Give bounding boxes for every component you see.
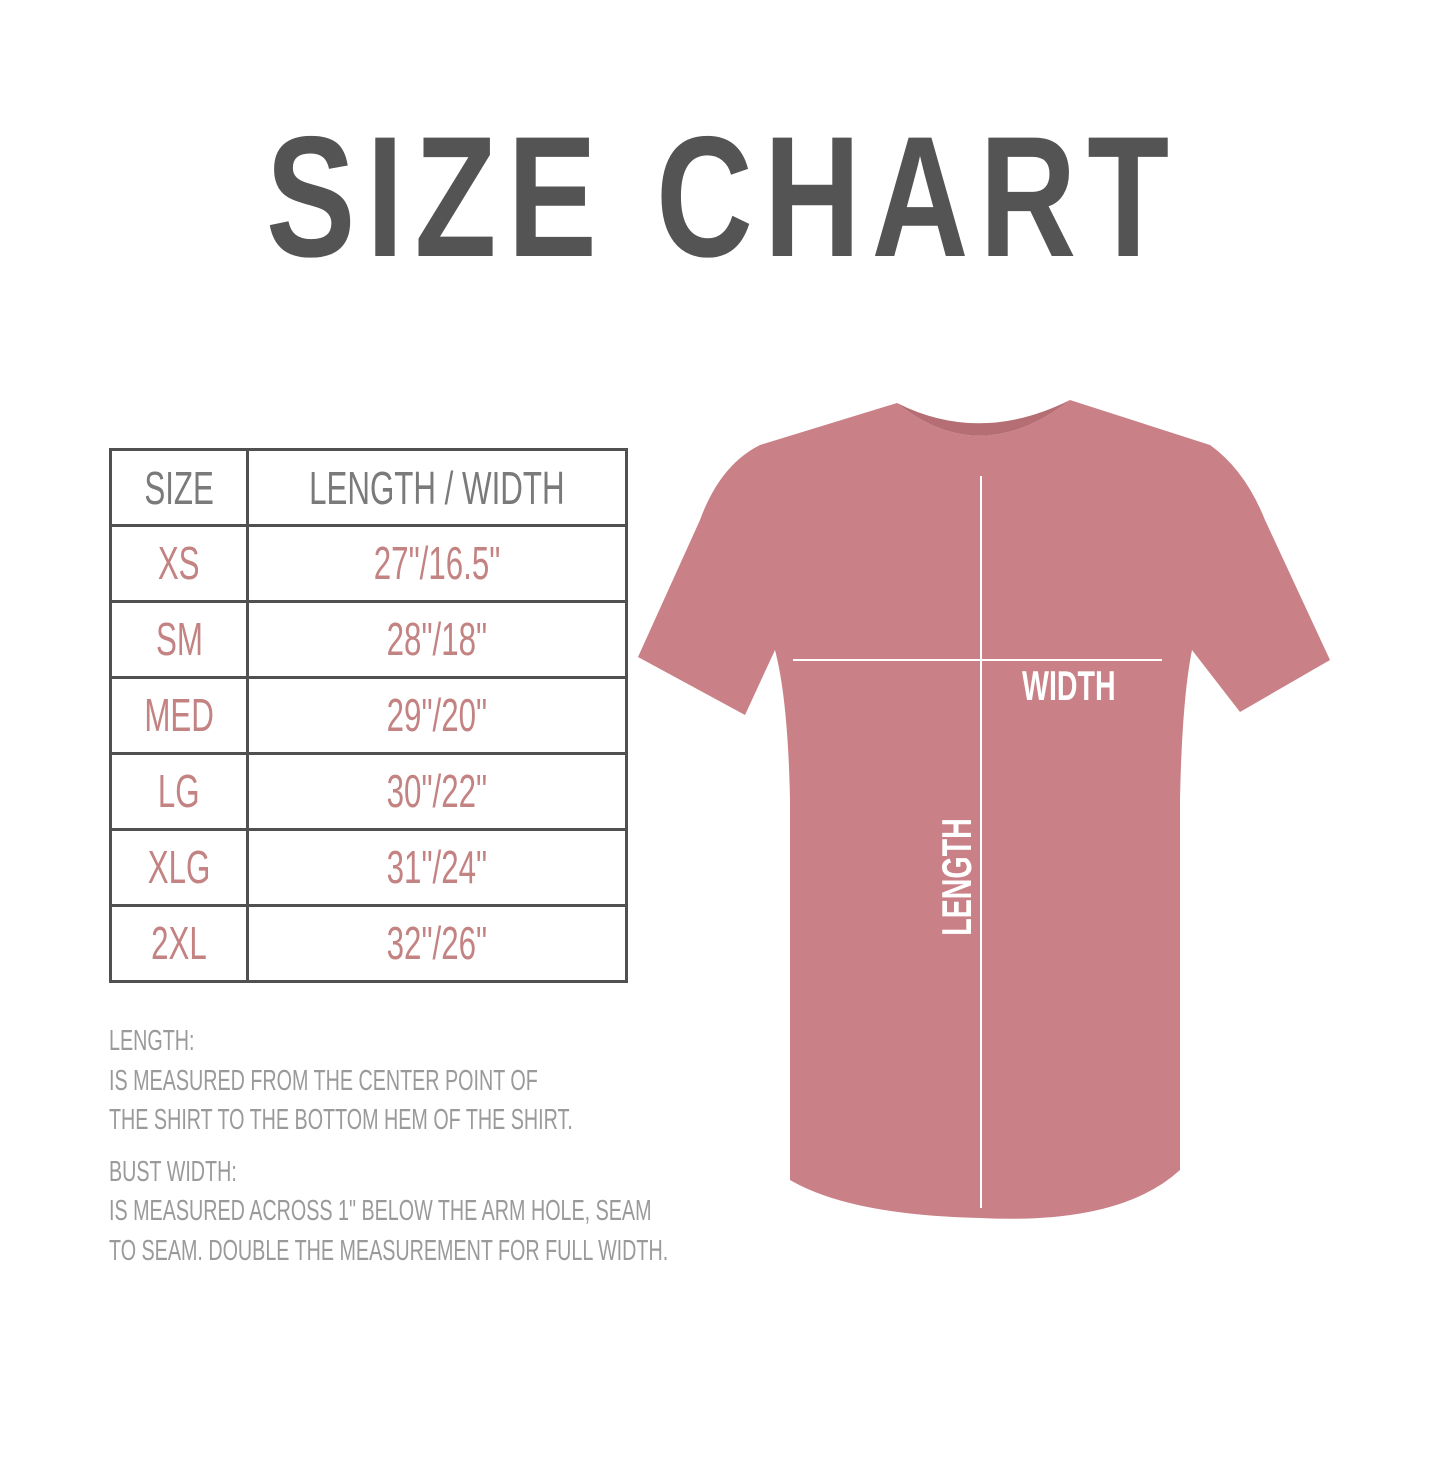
length-heading: LENGTH: [109, 1025, 195, 1057]
measure-cell: 28"/18" [246, 600, 628, 679]
table-row: SM 28"/18" [109, 600, 628, 679]
measure-cell: 31"/24" [246, 828, 628, 907]
measure-cell: 32"/26" [246, 904, 628, 983]
tshirt-shape [638, 400, 1330, 1219]
width-line: IS MEASURED ACROSS 1" BELOW THE ARM HOLE… [109, 1195, 652, 1227]
length-line: THE SHIRT TO THE BOTTOM HEM OF THE SHIRT… [109, 1104, 573, 1136]
header-length-width: LENGTH / WIDTH [246, 448, 628, 527]
length-label: LENGTH [933, 818, 980, 936]
measurement-notes: LENGTH: IS MEASURED FROM THE CENTER POIN… [109, 1022, 931, 1271]
measure-cell: 30"/22" [246, 752, 628, 831]
table-header-row: SIZE LENGTH / WIDTH [109, 448, 628, 527]
table-row: 2XL 32"/26" [109, 904, 628, 983]
table-row: XLG 31"/24" [109, 828, 628, 907]
page-title: SIZE CHART [265, 101, 1180, 293]
size-cell: MED [109, 676, 249, 755]
size-cell: SM [109, 600, 249, 679]
table-row: LG 30"/22" [109, 752, 628, 831]
collar [897, 400, 1070, 436]
measure-cell: 29"/20" [246, 676, 628, 755]
size-cell: XLG [109, 828, 249, 907]
width-heading: BUST WIDTH: [109, 1155, 237, 1188]
width-label: WIDTH [1022, 662, 1116, 709]
size-cell: XS [109, 524, 249, 603]
size-cell: 2XL [109, 904, 249, 983]
table-row: MED 29"/20" [109, 676, 628, 755]
size-table: SIZE LENGTH / WIDTH XS 27"/16.5" SM 28"/18"… [109, 448, 628, 983]
width-line: TO SEAM. DOUBLE THE MEASUREMENT FOR FULL… [109, 1234, 669, 1267]
length-line: IS MEASURED FROM THE CENTER POINT OF [109, 1064, 538, 1097]
table-row: XS 27"/16.5" [109, 524, 628, 603]
measure-cell: 27"/16.5" [246, 524, 628, 603]
header-size: SIZE [109, 448, 249, 527]
size-cell: LG [109, 752, 249, 831]
